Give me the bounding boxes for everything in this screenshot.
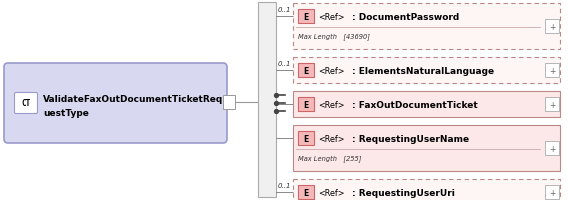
Text: <Ref>: <Ref> xyxy=(318,12,345,21)
Bar xyxy=(298,10,314,24)
Text: +: + xyxy=(549,22,555,31)
Bar xyxy=(298,131,314,145)
Text: : DocumentPassword: : DocumentPassword xyxy=(352,12,460,21)
FancyBboxPatch shape xyxy=(15,93,37,114)
Bar xyxy=(545,98,559,111)
Bar xyxy=(545,185,559,199)
Bar xyxy=(298,64,314,78)
Text: <Ref>: <Ref> xyxy=(318,100,345,109)
Text: E: E xyxy=(303,100,308,109)
Bar xyxy=(293,125,560,171)
Text: 0..1: 0..1 xyxy=(278,7,291,13)
Bar xyxy=(545,141,559,155)
Text: E: E xyxy=(303,12,308,21)
Text: 0..1: 0..1 xyxy=(278,61,291,67)
Text: +: + xyxy=(549,66,555,75)
Text: Max Length   [255]: Max Length [255] xyxy=(298,155,361,162)
Text: : RequestingUserUri: : RequestingUserUri xyxy=(352,188,455,197)
Bar xyxy=(223,96,235,109)
Text: uestType: uestType xyxy=(43,108,89,117)
Text: +: + xyxy=(549,100,555,109)
Bar xyxy=(293,58,560,84)
Text: : ElementsNaturalLanguage: : ElementsNaturalLanguage xyxy=(352,66,494,75)
Bar xyxy=(293,92,560,117)
Text: : RequestingUserName: : RequestingUserName xyxy=(352,134,469,143)
Text: +: + xyxy=(549,144,555,153)
Bar xyxy=(545,20,559,34)
Text: <Ref>: <Ref> xyxy=(318,188,345,197)
Text: E: E xyxy=(303,134,308,143)
Bar xyxy=(545,64,559,78)
Text: E: E xyxy=(303,188,308,197)
Text: <Ref>: <Ref> xyxy=(318,134,345,143)
Bar xyxy=(298,185,314,199)
Text: +: + xyxy=(549,188,555,197)
Text: ValidateFaxOutDocumentTicketReq: ValidateFaxOutDocumentTicketReq xyxy=(43,94,223,103)
FancyBboxPatch shape xyxy=(4,64,227,143)
Bar xyxy=(298,98,314,111)
Text: E: E xyxy=(303,66,308,75)
Text: 0..1: 0..1 xyxy=(278,182,291,188)
Bar xyxy=(258,3,276,197)
Bar xyxy=(293,4,560,50)
Text: <Ref>: <Ref> xyxy=(318,66,345,75)
Text: : FaxOutDocumentTicket: : FaxOutDocumentTicket xyxy=(352,100,478,109)
Text: CT: CT xyxy=(22,99,31,108)
Text: Max Length   [43690]: Max Length [43690] xyxy=(298,33,370,40)
Bar xyxy=(293,179,560,200)
